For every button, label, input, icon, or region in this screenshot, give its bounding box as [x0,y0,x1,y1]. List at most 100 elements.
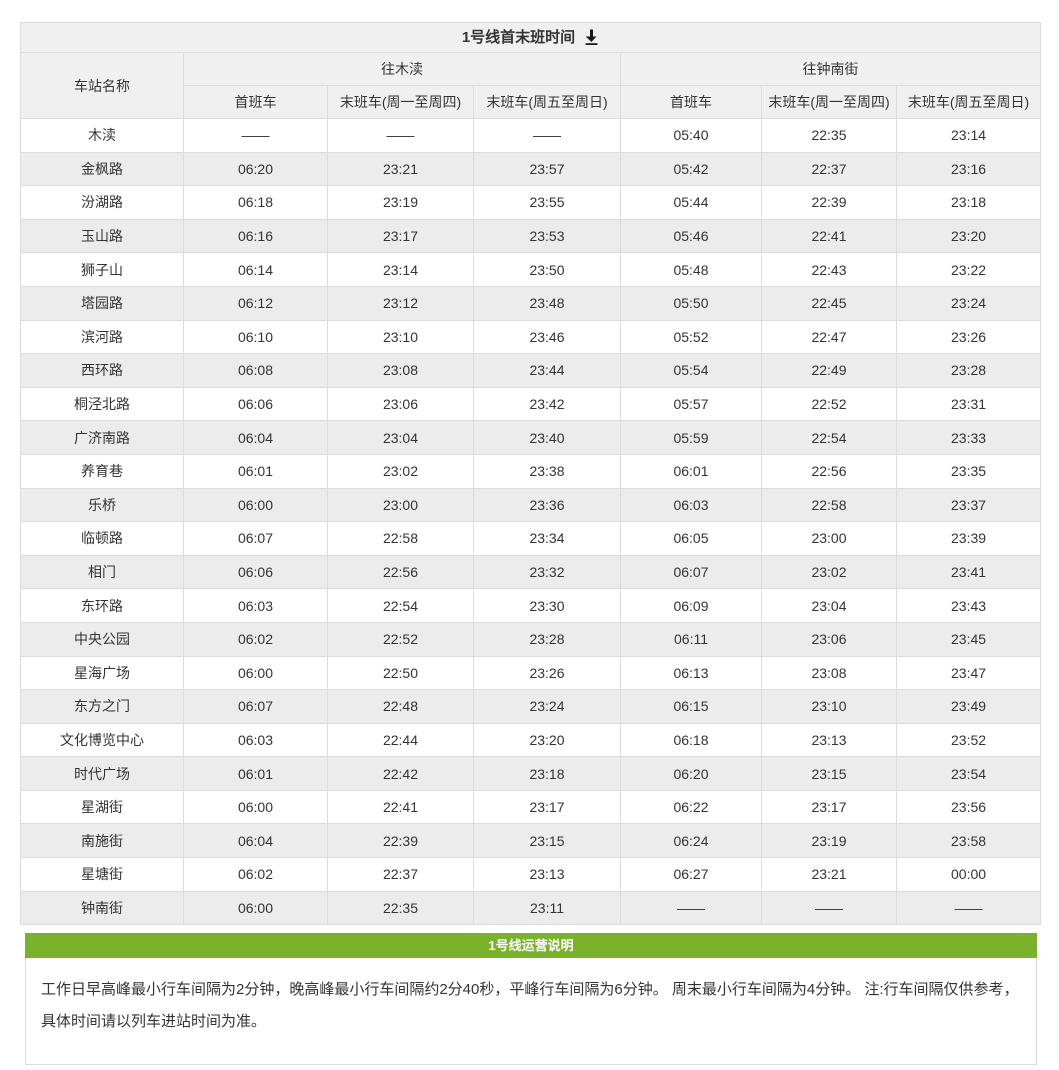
time-cell: 06:18 [620,722,762,758]
time-cell: 06:20 [620,756,762,791]
time-cell: 23:15 [761,756,897,791]
time-cell: 23:02 [761,554,897,590]
time-cell: 06:00 [183,655,328,691]
time-cell: 06:05 [620,521,762,556]
time-cell: 23:26 [473,655,621,691]
time-cell: 06:20 [183,151,328,187]
station-name-cell: 东环路 [20,588,184,623]
time-cell: 06:03 [183,722,328,758]
time-cell: 23:11 [473,890,621,926]
time-cell: 23:22 [895,252,1042,287]
time-cell: 06:07 [183,521,328,556]
time-cell: 22:47 [761,319,897,355]
time-cell: 23:00 [761,521,897,556]
station-name-cell: 广济南路 [20,420,184,455]
time-cell: 06:11 [620,621,762,657]
table-row: 桐泾北路 06:06 23:06 23:42 05:57 22:52 23:31 [20,386,1042,422]
time-cell: 05:59 [620,420,762,455]
last-train-weekend-header: 末班车(周五至周日) [473,85,621,119]
station-name-cell: 塔园路 [20,285,184,321]
station-name-cell: 临顿路 [20,521,184,556]
time-cell: 23:16 [895,151,1042,187]
station-name-cell: 滨河路 [20,319,184,355]
last-train-weekend-header: 末班车(周五至周日) [895,85,1042,119]
time-cell: 23:08 [327,353,474,388]
station-name-cell: 桐泾北路 [20,386,184,422]
time-cell: —— [473,118,621,153]
station-column-header: 车站名称 [20,52,184,119]
time-cell: 06:07 [620,554,762,590]
table-row: 东方之门 06:07 22:48 23:24 06:15 23:10 23:49 [20,689,1042,724]
table-row: 中央公园 06:02 22:52 23:28 06:11 23:06 23:45 [20,621,1042,657]
time-cell: 23:20 [473,722,621,758]
time-cell: 23:35 [895,453,1042,489]
time-cell: 06:22 [620,789,762,825]
time-cell: —— [327,118,474,153]
timetable-body: 木渎 —— —— —— 05:40 22:35 23:14 金枫路 06:20 … [20,118,1042,926]
station-name-cell: 木渎 [20,118,184,153]
time-cell: 22:37 [327,857,474,892]
time-cell: 23:49 [895,689,1042,724]
time-cell: 23:45 [895,621,1042,657]
time-cell: —— [761,890,897,926]
time-cell: 23:31 [895,386,1042,422]
time-cell: 22:54 [327,588,474,623]
table-title-cell: 1号线首末班时间 [19,22,1042,53]
station-name-cell: 玉山路 [20,218,184,254]
time-cell: 23:43 [895,588,1042,623]
table-row: 滨河路 06:10 23:10 23:46 05:52 22:47 23:26 [20,319,1042,355]
time-cell: 23:42 [473,386,621,422]
table-row: 钟南街 06:00 22:35 23:11 —— —— —— [20,890,1042,926]
time-cell: 22:37 [761,151,897,187]
time-cell: 23:04 [327,420,474,455]
time-cell: 23:10 [327,319,474,355]
time-cell: 23:17 [761,789,897,825]
station-name-cell: 养育巷 [20,453,184,489]
time-cell: 06:01 [620,453,762,489]
download-icon[interactable] [584,29,599,49]
time-cell: 05:40 [620,118,762,153]
table-row: 星海广场 06:00 22:50 23:26 06:13 23:08 23:47 [20,655,1042,691]
table-row: 乐桥 06:00 23:00 23:36 06:03 22:58 23:37 [20,487,1042,523]
time-cell: 23:24 [895,285,1042,321]
notice-body-text: 工作日早高峰最小行车间隔为2分钟，晚高峰最小行车间隔约2分40秒，平峰行车间隔为… [41,981,1019,1031]
time-cell: 23:14 [895,118,1042,153]
time-cell: 22:50 [327,655,474,691]
time-cell: 22:41 [761,218,897,254]
time-cell: 06:27 [620,857,762,892]
table-row: 狮子山 06:14 23:14 23:50 05:48 22:43 23:22 [20,252,1042,287]
time-cell: 23:55 [473,185,621,220]
time-cell: 00:00 [895,857,1042,892]
time-cell: 23:34 [473,521,621,556]
time-cell: 23:15 [473,823,621,859]
time-cell: 23:19 [761,823,897,859]
table-row: 星湖街 06:00 22:41 23:17 06:22 23:17 23:56 [20,789,1042,825]
time-cell: 23:06 [761,621,897,657]
time-cell: 06:01 [183,756,328,791]
time-cell: 23:13 [761,722,897,758]
station-name-cell: 汾湖路 [20,185,184,220]
time-cell: 23:50 [473,252,621,287]
time-cell: 23:06 [327,386,474,422]
time-cell: 23:28 [895,353,1042,388]
station-name-cell: 西环路 [20,353,184,388]
time-cell: 05:44 [620,185,762,220]
time-cell: 22:48 [327,689,474,724]
time-cell: 23:30 [473,588,621,623]
direction-header-row: 车站名称 往木渎 往钟南街 [20,52,1042,119]
time-cell: 06:24 [620,823,762,859]
time-cell: 23:21 [327,151,474,187]
time-cell: 22:43 [761,252,897,287]
time-cell: 23:41 [895,554,1042,590]
time-cell: 22:35 [761,118,897,153]
time-cell: 23:08 [761,655,897,691]
station-name-cell: 相门 [20,554,184,590]
time-cell: 06:01 [183,453,328,489]
time-cell: 22:39 [327,823,474,859]
time-cell: 05:46 [620,218,762,254]
time-cell: 23:37 [895,487,1042,523]
time-cell: 06:08 [183,353,328,388]
table-row: 金枫路 06:20 23:21 23:57 05:42 22:37 23:16 [20,151,1042,187]
time-cell: 22:44 [327,722,474,758]
table-row: 汾湖路 06:18 23:19 23:55 05:44 22:39 23:18 [20,185,1042,220]
